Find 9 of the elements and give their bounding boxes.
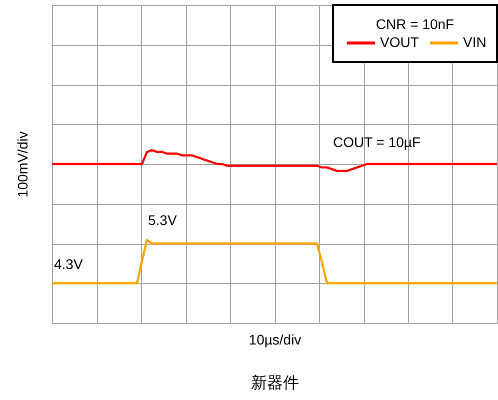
text: COUT = 10µF [333,134,421,150]
y-axis-title: 100mV/div [14,131,30,198]
annotation: 5.3V [148,212,178,228]
legend-label: VOUT [380,34,420,50]
legend-title: CNR = 10nF [376,16,454,32]
text: 新器件 [251,374,299,392]
legend-label: VIN [463,34,486,50]
annotation: 4.3V [54,256,84,272]
x-axis-title: 10µs/div [248,332,302,348]
